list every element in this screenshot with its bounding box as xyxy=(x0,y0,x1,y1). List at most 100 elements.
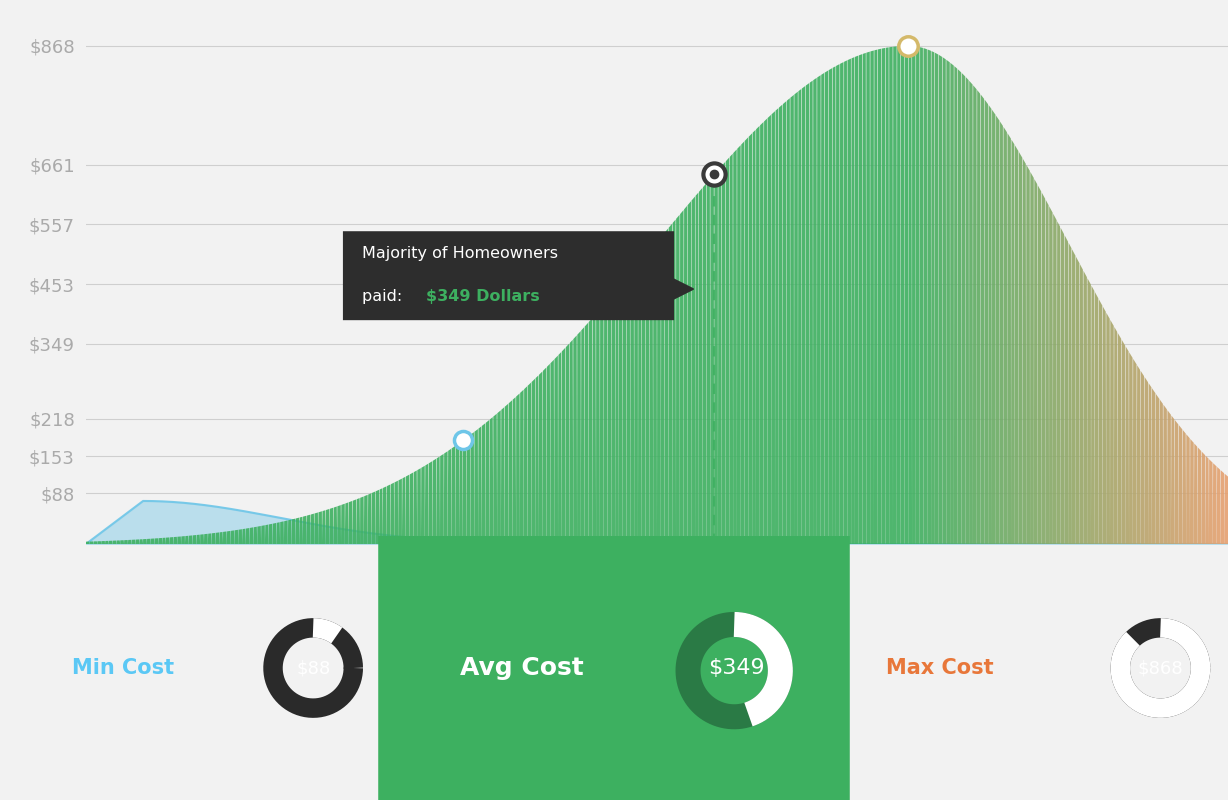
Polygon shape xyxy=(699,188,702,544)
Polygon shape xyxy=(722,162,726,544)
Polygon shape xyxy=(927,50,931,544)
Polygon shape xyxy=(196,534,200,544)
Polygon shape xyxy=(311,514,314,544)
Polygon shape xyxy=(220,532,223,544)
Polygon shape xyxy=(958,69,962,544)
Polygon shape xyxy=(1068,242,1072,544)
Polygon shape xyxy=(162,538,166,544)
Polygon shape xyxy=(208,534,211,544)
Text: Min Cost: Min Cost xyxy=(71,658,174,678)
Polygon shape xyxy=(775,108,779,544)
Polygon shape xyxy=(262,526,265,544)
Polygon shape xyxy=(829,68,833,544)
Polygon shape xyxy=(844,61,847,544)
Polygon shape xyxy=(238,530,242,544)
Polygon shape xyxy=(338,505,341,544)
Polygon shape xyxy=(664,229,668,544)
Polygon shape xyxy=(418,468,421,544)
Polygon shape xyxy=(1065,235,1068,544)
Polygon shape xyxy=(798,89,802,544)
Polygon shape xyxy=(702,183,706,544)
Polygon shape xyxy=(414,470,418,544)
Polygon shape xyxy=(1121,340,1125,544)
Polygon shape xyxy=(497,410,501,544)
Polygon shape xyxy=(307,514,311,544)
Polygon shape xyxy=(463,438,467,544)
Polygon shape xyxy=(508,400,512,544)
Polygon shape xyxy=(733,150,737,544)
Polygon shape xyxy=(691,197,695,544)
Polygon shape xyxy=(1183,430,1186,544)
FancyBboxPatch shape xyxy=(343,231,674,320)
Polygon shape xyxy=(158,538,162,544)
Polygon shape xyxy=(1034,179,1038,544)
Polygon shape xyxy=(1159,400,1163,544)
Polygon shape xyxy=(1090,286,1095,544)
Polygon shape xyxy=(935,53,938,544)
Polygon shape xyxy=(550,360,554,544)
Polygon shape xyxy=(585,322,588,544)
Polygon shape xyxy=(185,536,189,544)
Polygon shape xyxy=(1056,222,1061,544)
Polygon shape xyxy=(858,54,862,544)
Polygon shape xyxy=(131,540,135,544)
Polygon shape xyxy=(1125,346,1129,544)
Polygon shape xyxy=(985,99,989,544)
Polygon shape xyxy=(1213,463,1217,544)
Polygon shape xyxy=(246,528,249,544)
Polygon shape xyxy=(573,335,577,544)
Polygon shape xyxy=(512,397,516,544)
Polygon shape xyxy=(253,526,258,544)
Polygon shape xyxy=(505,404,508,544)
Polygon shape xyxy=(231,530,235,544)
Polygon shape xyxy=(124,540,128,544)
Polygon shape xyxy=(360,497,363,544)
Polygon shape xyxy=(265,525,269,544)
Polygon shape xyxy=(284,521,287,544)
Polygon shape xyxy=(101,541,106,544)
Polygon shape xyxy=(334,506,338,544)
Polygon shape xyxy=(661,234,664,544)
Polygon shape xyxy=(756,126,760,544)
Polygon shape xyxy=(456,443,459,544)
Polygon shape xyxy=(223,531,227,544)
Polygon shape xyxy=(619,283,623,544)
Polygon shape xyxy=(1038,185,1041,544)
Polygon shape xyxy=(402,477,405,544)
Polygon shape xyxy=(554,355,558,544)
Polygon shape xyxy=(539,371,543,544)
Polygon shape xyxy=(680,210,684,544)
Polygon shape xyxy=(249,527,253,544)
Polygon shape xyxy=(646,251,650,544)
Polygon shape xyxy=(753,130,756,544)
Polygon shape xyxy=(938,55,943,544)
Polygon shape xyxy=(1156,394,1159,544)
Polygon shape xyxy=(820,73,824,544)
Polygon shape xyxy=(566,343,570,544)
Polygon shape xyxy=(562,348,566,544)
Polygon shape xyxy=(173,537,177,544)
Polygon shape xyxy=(840,62,844,544)
Polygon shape xyxy=(189,535,193,544)
Polygon shape xyxy=(768,115,771,544)
Polygon shape xyxy=(740,142,744,544)
Polygon shape xyxy=(204,534,208,544)
Polygon shape xyxy=(596,310,600,544)
Polygon shape xyxy=(813,78,817,544)
Polygon shape xyxy=(650,247,653,544)
Polygon shape xyxy=(211,533,215,544)
Polygon shape xyxy=(300,517,303,544)
Polygon shape xyxy=(989,105,992,544)
Polygon shape xyxy=(969,81,973,544)
Polygon shape xyxy=(135,539,139,544)
Polygon shape xyxy=(836,64,840,544)
Polygon shape xyxy=(882,48,885,544)
Polygon shape xyxy=(200,534,204,544)
Polygon shape xyxy=(715,170,718,544)
Polygon shape xyxy=(109,541,113,544)
Polygon shape xyxy=(1072,250,1076,544)
Polygon shape xyxy=(387,485,391,544)
Polygon shape xyxy=(1014,146,1019,544)
Polygon shape xyxy=(684,206,688,544)
Polygon shape xyxy=(791,95,795,544)
